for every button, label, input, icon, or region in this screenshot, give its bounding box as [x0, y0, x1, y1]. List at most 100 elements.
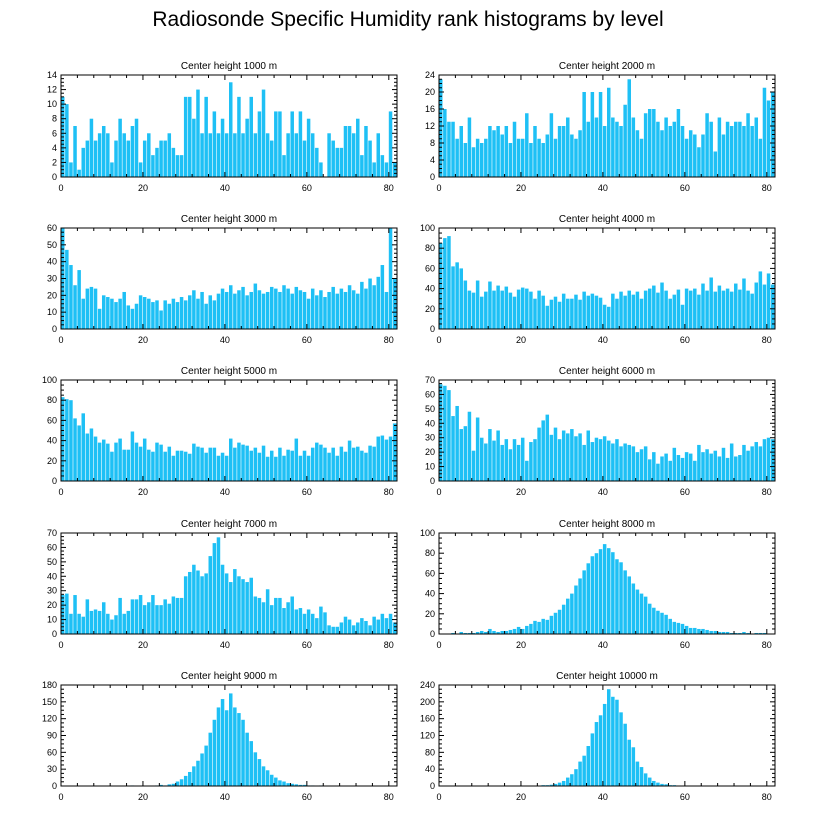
histogram-bar — [574, 294, 578, 329]
histogram-bar — [512, 296, 517, 329]
histogram-bar — [729, 632, 734, 634]
histogram-bar — [623, 723, 627, 786]
histogram-bar — [471, 147, 476, 177]
histogram-bar — [253, 133, 258, 177]
histogram-bar — [766, 437, 771, 481]
histogram-bar — [479, 143, 484, 177]
histogram-bar — [245, 118, 249, 177]
histogram-bar — [439, 243, 443, 329]
histogram-bar — [306, 118, 311, 177]
histogram-bar — [171, 147, 176, 177]
histogram-bar — [171, 783, 176, 786]
y-tick-label: 40 — [425, 418, 435, 428]
histogram-bar — [114, 442, 118, 481]
histogram-bar — [61, 397, 65, 481]
histogram-bar — [541, 420, 545, 481]
histogram-bar — [504, 286, 509, 329]
histogram-bar — [175, 450, 180, 481]
histogram-bar — [327, 133, 331, 177]
histogram-bar — [323, 447, 327, 481]
histogram-bar — [224, 455, 229, 481]
histogram-bar — [212, 111, 217, 177]
histogram-bar — [368, 625, 372, 634]
histogram-bar — [376, 276, 381, 329]
panel-title: Center height 3000 m — [181, 214, 277, 225]
histogram-bar — [282, 285, 286, 329]
histogram-bar — [274, 777, 278, 786]
histogram-bar — [319, 162, 323, 177]
y-tick-label: 80 — [425, 548, 435, 558]
histogram-bar — [85, 599, 90, 634]
histogram-bar — [664, 117, 668, 177]
histogram-bar — [257, 111, 262, 177]
histogram-bar — [298, 784, 303, 786]
histogram-bar — [339, 147, 344, 177]
histogram-bar — [553, 296, 558, 329]
histogram-bar — [647, 777, 652, 786]
histogram-bar — [762, 284, 767, 329]
histogram-bar — [504, 126, 509, 177]
y-tick-label: 40 — [425, 284, 435, 294]
histogram-bar — [504, 630, 509, 634]
histogram-bar — [607, 87, 611, 177]
histogram-bar — [339, 446, 344, 481]
y-tick-label: 60 — [425, 389, 435, 399]
histogram-bar — [643, 446, 648, 481]
histogram-bar — [249, 291, 253, 329]
y-tick-label: 40 — [47, 257, 57, 267]
histogram-bar — [492, 630, 496, 634]
histogram-bar — [155, 147, 159, 177]
histogram-bar — [220, 564, 225, 634]
panel-7: Center height 7000 m 0 20 40 60 80 0 10 20 30 40 50… — [47, 519, 398, 650]
y-tick-label: 120 — [420, 731, 435, 741]
histogram-bar — [179, 779, 184, 786]
histogram-bar — [220, 452, 225, 481]
panel-title: Center height 2000 m — [559, 61, 655, 72]
histogram-bar — [298, 608, 303, 634]
histogram-bar — [619, 126, 623, 177]
histogram-bar — [372, 616, 376, 634]
histogram-bar — [467, 632, 472, 634]
histogram-bar — [286, 783, 290, 786]
y-tick-label: 240 — [420, 680, 435, 690]
histogram-bar — [713, 450, 718, 481]
histogram-bar — [331, 447, 335, 481]
y-tick-label: 8 — [52, 114, 57, 124]
histogram-bar — [611, 552, 615, 634]
histogram-bar — [155, 442, 159, 481]
histogram-bar — [541, 618, 545, 634]
histogram-bar — [627, 290, 631, 329]
histogram-bar — [183, 775, 188, 786]
histogram-bar — [660, 130, 664, 177]
histogram-bar — [479, 630, 484, 634]
histogram-bar — [73, 285, 77, 329]
histogram-bar — [245, 732, 249, 786]
histogram-bar — [697, 294, 701, 329]
histogram-bar — [315, 442, 319, 481]
histogram-bar — [384, 162, 389, 177]
histogram-bar — [594, 295, 599, 329]
histogram-bar — [504, 439, 509, 481]
histogram-bar — [237, 576, 241, 634]
histogram-bar — [294, 609, 299, 634]
histogram-bar — [561, 604, 566, 634]
histogram-bar — [65, 593, 69, 634]
histogram-bar — [73, 595, 77, 634]
histogram-bar — [130, 308, 135, 329]
y-tick-label: 30 — [425, 433, 435, 443]
y-tick-label: 80 — [425, 747, 435, 757]
histogram-bar — [598, 439, 603, 481]
histogram-bar — [693, 627, 697, 634]
histogram-bar — [319, 290, 323, 329]
histogram-bar — [611, 443, 615, 481]
histogram-bar — [443, 238, 447, 329]
histogram-bar — [360, 618, 364, 634]
histogram-bar — [302, 140, 307, 177]
histogram-bar — [294, 133, 299, 177]
histogram-bar — [758, 446, 763, 481]
histogram-bar — [664, 784, 668, 786]
histogram-bar — [278, 780, 282, 786]
histogram-bar — [656, 463, 660, 481]
histogram-bar — [315, 295, 319, 329]
histogram-bar — [233, 133, 237, 177]
